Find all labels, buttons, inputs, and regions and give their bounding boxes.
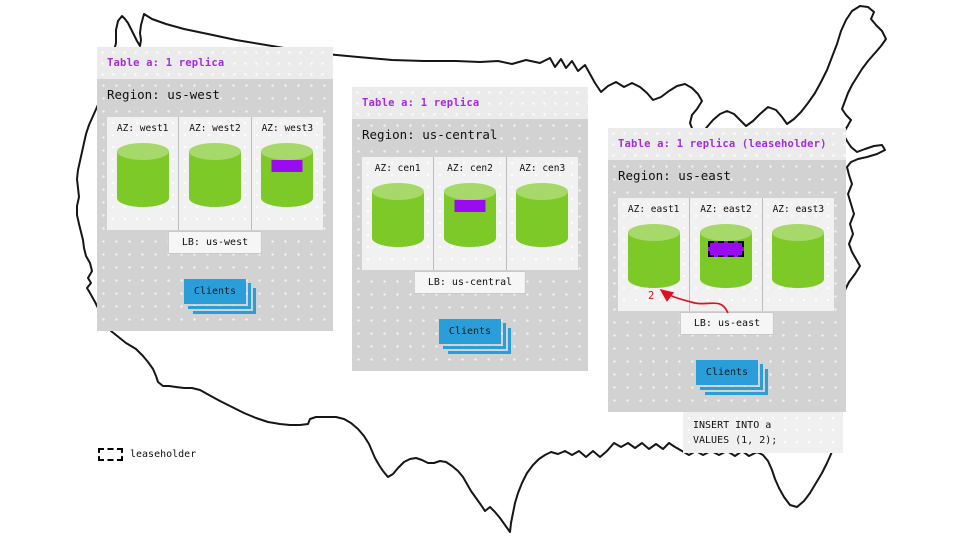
sql-query-line1: INSERT INTO a (693, 420, 772, 431)
cylinder-top (261, 143, 314, 160)
database-node-icon (371, 183, 424, 247)
sql-query-line2: VALUES (1, 2); (693, 435, 778, 446)
az-label: AZ: west1 (116, 123, 169, 134)
clients-box-us-west: Clients (184, 279, 256, 314)
leaseholder-range-bar (707, 241, 744, 257)
az-west3: AZ: west3 (250, 117, 323, 230)
region-title: Region: us-west (107, 87, 220, 102)
az-cen1: AZ: cen1 (362, 157, 433, 270)
az-container: AZ: west1 AZ: west2 AZ: west3 (107, 117, 323, 230)
step-number-label: 2 (648, 290, 655, 302)
az-east3: AZ: east3 (761, 198, 834, 311)
cylinder-top (116, 143, 169, 160)
az-west1: AZ: west1 (107, 117, 178, 230)
cylinder-body (371, 191, 424, 247)
cylinder-top (772, 224, 825, 241)
sql-query-box: INSERT INTO a VALUES (1, 2); (683, 412, 843, 453)
load-balancer-us-east: LB: us-east (679, 312, 775, 335)
cylinder-top (188, 143, 241, 160)
database-node-icon (772, 224, 825, 288)
cylinder-top (699, 224, 752, 241)
region-body-us-central: Region: us-central AZ: cen1 AZ: cen2 (352, 119, 588, 371)
database-node-icon (116, 143, 169, 207)
az-label: AZ: east1 (627, 204, 680, 215)
az-west2: AZ: west2 (178, 117, 250, 230)
cylinder-top (443, 183, 496, 200)
az-east2: AZ: east2 (689, 198, 761, 311)
region-body-us-west: Region: us-west AZ: west1 AZ: west2 (97, 79, 333, 331)
cylinder-top (371, 183, 424, 200)
az-label: AZ: cen1 (374, 163, 421, 174)
az-label: AZ: east2 (700, 204, 752, 215)
region-title: Region: us-east (618, 168, 731, 183)
load-balancer-us-central: LB: us-central (413, 271, 527, 294)
database-node-icon (443, 183, 496, 247)
legend: leaseholder (98, 448, 196, 461)
clients-box-us-central: Clients (439, 319, 511, 354)
table-header-us-west: Table a: 1 replica (97, 47, 333, 79)
az-cen2: AZ: cen2 (433, 157, 505, 270)
az-label: AZ: east3 (772, 204, 825, 215)
replica-range-bar (271, 160, 303, 172)
cylinder-body (772, 232, 825, 288)
az-cen3: AZ: cen3 (505, 157, 578, 270)
cylinder-body (188, 151, 241, 207)
region-panel-us-east: Table a: 1 replica (leaseholder) Region:… (608, 128, 846, 412)
az-label: AZ: cen3 (519, 163, 566, 174)
table-header-label: Table a: 1 replica (362, 97, 480, 109)
database-node-icon (516, 183, 569, 247)
database-node-icon (627, 224, 680, 288)
replica-range-bar (454, 200, 486, 212)
cylinder-body (516, 191, 569, 247)
region-panel-us-west: Table a: 1 replica Region: us-west AZ: w… (97, 47, 333, 331)
cylinder-body (116, 151, 169, 207)
database-node-icon (699, 224, 752, 288)
cylinder-top (627, 224, 680, 241)
database-node-icon (188, 143, 241, 207)
region-panel-us-central: Table a: 1 replica Region: us-central AZ… (352, 87, 588, 371)
table-header-us-east: Table a: 1 replica (leaseholder) (608, 128, 846, 160)
region-title: Region: us-central (362, 127, 498, 142)
az-east1: AZ: east1 (618, 198, 689, 311)
az-label: AZ: west3 (261, 123, 314, 134)
legend-label: leaseholder (130, 449, 197, 460)
region-body-us-east: Region: us-east AZ: east1 AZ: east2 (608, 160, 846, 412)
cylinder-body (627, 232, 680, 288)
clients-box-us-east: Clients (696, 360, 768, 395)
az-label: AZ: west2 (189, 123, 241, 134)
table-header-label: Table a: 1 replica (107, 57, 225, 69)
az-label: AZ: cen2 (447, 163, 493, 174)
az-container: AZ: cen1 AZ: cen2 AZ: cen3 (362, 157, 578, 270)
table-header-label: Table a: 1 replica (leaseholder) (618, 138, 827, 150)
load-balancer-us-west: LB: us-west (167, 231, 263, 254)
az-container: AZ: east1 AZ: east2 AZ: east3 (618, 198, 834, 311)
database-node-icon (261, 143, 314, 207)
table-header-us-central: Table a: 1 replica (352, 87, 588, 119)
cylinder-top (516, 183, 569, 200)
leaseholder-swatch-icon (98, 448, 123, 461)
